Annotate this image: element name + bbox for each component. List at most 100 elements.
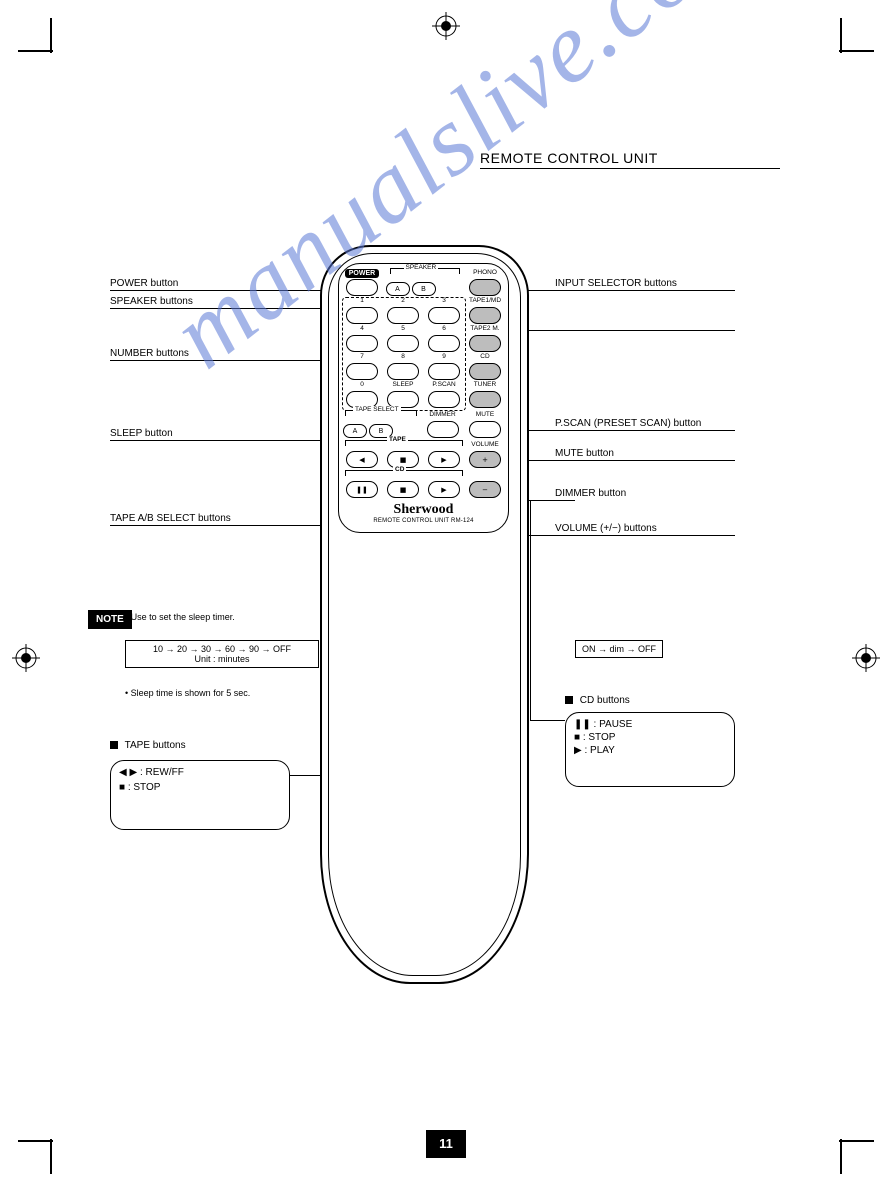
crop-mark — [50, 18, 52, 53]
callout-dimmer: DIMMER button — [555, 488, 626, 499]
registration-mark — [852, 644, 880, 672]
cd-button[interactable] — [469, 363, 501, 380]
num-4-label: 4 — [360, 326, 364, 334]
num-9-label: 9 — [442, 354, 446, 362]
num-4-button[interactable] — [346, 335, 378, 352]
tape-callout-box: ◀ ▶ : REW/FF ■ : STOP — [110, 760, 290, 830]
tuner-button[interactable] — [469, 391, 501, 408]
speaker-a-button[interactable]: A — [386, 282, 410, 296]
num-0-label: 0 — [360, 382, 364, 390]
cd-pause-button[interactable]: ❚❚ — [346, 481, 378, 498]
remote-body: POWER SPEAKER A B PHONO — [320, 245, 529, 984]
num-2-label: 2 — [401, 298, 405, 306]
leader-line — [110, 360, 340, 361]
crop-mark — [50, 1139, 52, 1174]
tape-rew-text: ◀ ▶ : REW/FF — [119, 767, 281, 778]
volume-down-button[interactable]: − — [469, 481, 501, 498]
num-7-button[interactable] — [346, 363, 378, 380]
leader-line — [505, 460, 735, 461]
tape1md-label: TAPE1/MD — [469, 298, 501, 306]
leader-line — [505, 290, 735, 291]
dimmer-seq: ON → dim → OFF — [582, 644, 656, 654]
num-7-label: 7 — [360, 354, 364, 362]
cd-play-text: ▶ : PLAY — [574, 745, 726, 756]
callout-mute: MUTE button — [555, 448, 614, 459]
speaker-label: SPEAKER — [404, 264, 439, 271]
bullet-icon — [110, 741, 118, 749]
crop-mark — [840, 18, 842, 53]
cd-stop-button[interactable]: ■ — [387, 481, 419, 498]
cd-play-button[interactable]: ▶ — [428, 481, 460, 498]
button-panel: POWER SPEAKER A B PHONO — [338, 263, 509, 533]
tape-ab-select: TAPE A/B SELECT buttons — [110, 513, 231, 524]
callout-sleep: SLEEP button — [110, 428, 173, 439]
num-8-label: 8 — [401, 354, 405, 362]
callout-power: POWER button — [110, 278, 178, 289]
page-number: 11 — [426, 1130, 466, 1158]
leader-line — [530, 500, 531, 720]
leader-line — [520, 330, 735, 331]
power-label: POWER — [345, 269, 379, 278]
crop-mark — [18, 1140, 53, 1142]
tape-stop-text: ■ : STOP — [119, 782, 281, 793]
pscan-label: P.SCAN — [432, 382, 455, 390]
dimmer-sequence-box: ON → dim → OFF — [575, 640, 663, 658]
volume-up-button[interactable]: + — [469, 451, 501, 468]
num-2-button[interactable] — [387, 307, 419, 324]
callout-pscan: P.SCAN (PRESET SCAN) button — [555, 418, 701, 429]
tape-select-label: TAPE SELECT — [353, 406, 401, 413]
cd-label: CD — [480, 354, 489, 362]
tape2m-label: TAPE2 M. — [470, 326, 499, 334]
power-button[interactable] — [346, 279, 378, 296]
num-6-button[interactable] — [428, 335, 460, 352]
section-title: REMOTE CONTROL UNIT — [480, 150, 780, 169]
pscan-button[interactable] — [428, 391, 460, 408]
sleep-sequence-box: 10 → 20 → 30 → 60 → 90 → OFF Unit : minu… — [125, 640, 319, 668]
cd-stop-text: ■ : STOP — [574, 732, 726, 743]
num-5-button[interactable] — [387, 335, 419, 352]
crop-mark — [839, 50, 874, 52]
num-3-button[interactable] — [428, 307, 460, 324]
num-9-button[interactable] — [428, 363, 460, 380]
crop-mark — [839, 1140, 874, 1142]
leader-line — [505, 535, 735, 536]
crop-mark — [18, 50, 53, 52]
cd-pause-text: ❚❚ : PAUSE — [574, 719, 726, 730]
callout-input: INPUT SELECTOR buttons — [555, 278, 677, 289]
sleep-seq: 10 → 20 → 30 → 60 → 90 → OFF — [132, 644, 312, 654]
tape-title: TAPE buttons — [125, 740, 186, 751]
num-5-label: 5 — [401, 326, 405, 334]
tape1md-button[interactable] — [469, 307, 501, 324]
sleep-unit: Unit : minutes — [132, 654, 312, 664]
bullet-icon — [565, 696, 573, 704]
sleep-note1: • Use to set the sleep timer. — [125, 612, 235, 622]
leader-line — [110, 290, 340, 291]
num-1-button[interactable] — [346, 307, 378, 324]
tape-select-a-button[interactable]: A — [343, 424, 367, 438]
brand-subtitle: REMOTE CONTROL UNIT RM-124 — [343, 518, 504, 524]
num-1-label: 1 — [360, 298, 364, 306]
tape2m-button[interactable] — [469, 335, 501, 352]
cd2-label: CD — [393, 466, 406, 473]
mute-button[interactable] — [469, 421, 501, 438]
registration-mark — [432, 12, 460, 40]
tuner-label: TUNER — [474, 382, 496, 390]
sleep-label: SLEEP — [393, 382, 414, 390]
num-6-label: 6 — [442, 326, 446, 334]
dimmer-button[interactable] — [427, 421, 459, 438]
cd-title: CD buttons — [580, 695, 630, 706]
tape-label: TAPE — [387, 436, 408, 443]
dimmer-label: DIMMER — [429, 412, 455, 420]
callout-speaker: SPEAKER buttons — [110, 296, 193, 307]
leader-line — [530, 720, 565, 721]
volume-label: VOLUME — [471, 442, 498, 450]
cd-callout-box: ❚❚ : PAUSE ■ : STOP ▶ : PLAY — [565, 712, 735, 787]
phono-button[interactable] — [469, 279, 501, 296]
brand-logo: Sherwood — [343, 502, 504, 518]
tape-rew-button[interactable]: ◀ — [346, 451, 378, 468]
speaker-b-button[interactable]: B — [412, 282, 436, 296]
num-8-button[interactable] — [387, 363, 419, 380]
note-label: NOTE — [88, 610, 132, 629]
leader-line — [110, 525, 320, 526]
tape-ff-button[interactable]: ▶ — [428, 451, 460, 468]
